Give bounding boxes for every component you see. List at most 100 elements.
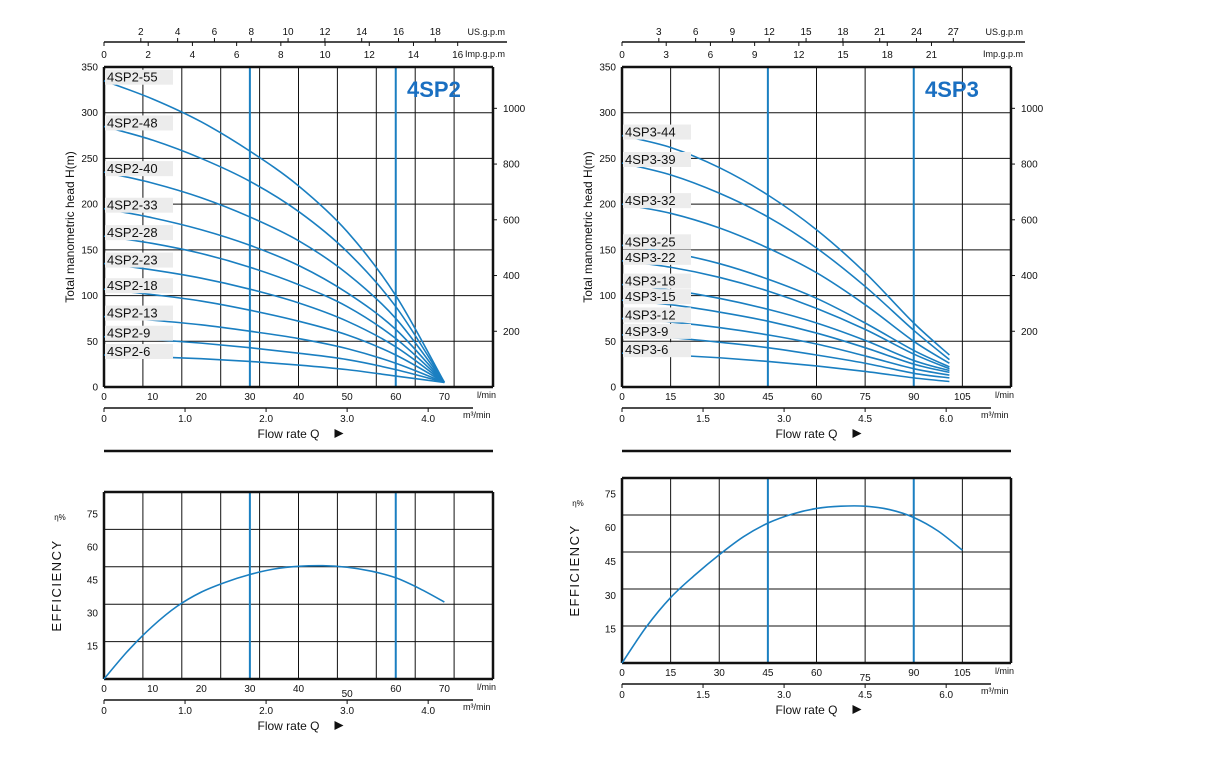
series-label-bg xyxy=(623,249,691,265)
impgpm-tick-label: 0 xyxy=(619,50,625,61)
x-tick-label: 40 xyxy=(293,392,305,403)
series-label: 4SP2-28 xyxy=(107,225,158,240)
y-tick-label: 250 xyxy=(599,154,616,165)
impgpm-tick-label: 3 xyxy=(663,50,669,61)
series-label: 4SP3-18 xyxy=(625,274,676,289)
series-label-bg xyxy=(105,225,173,241)
series-label-bg xyxy=(105,69,173,85)
feet-tick-label: 400 xyxy=(503,271,520,282)
y-tick-label: 15 xyxy=(605,625,617,636)
series-label-bg xyxy=(105,115,173,131)
x-tick-label: 50 xyxy=(342,689,354,700)
feet-tick-label: 200 xyxy=(503,327,520,338)
x-axis-label: Flow rate Q xyxy=(775,427,837,441)
y-tick-label: 300 xyxy=(599,108,616,119)
series-label: 4SP2-55 xyxy=(107,70,158,85)
m3min-tick-label: 0 xyxy=(101,414,107,425)
x-tick-label: 10 xyxy=(147,684,159,695)
efficiency-curve xyxy=(621,505,963,664)
head-curve-4sp3-22 xyxy=(621,260,950,370)
m3min-tick-label: 3.0 xyxy=(777,414,791,425)
impgpm-tick-label: 6 xyxy=(708,50,714,61)
y-unit-label: η% xyxy=(54,513,66,522)
x-tick-label: 30 xyxy=(244,392,256,403)
feet-tick-label: 800 xyxy=(1021,160,1038,171)
y-tick-label: 300 xyxy=(81,108,98,119)
x-axis-label: Flow rate Q xyxy=(257,719,319,733)
impgpm-tick-label: 9 xyxy=(752,50,758,61)
head-curve-4sp2-18 xyxy=(103,288,445,384)
play-arrow-icon xyxy=(334,429,344,438)
usgpm-tick-label: 12 xyxy=(319,27,331,38)
series-label: 4SP2-40 xyxy=(107,161,158,176)
head-curve-4sp2-33 xyxy=(103,207,445,383)
series-label: 4SP3-44 xyxy=(625,125,676,140)
x-tick-label: 45 xyxy=(762,668,774,679)
x-tick-label: 0 xyxy=(619,668,625,679)
y-tick-label: 45 xyxy=(87,576,99,587)
usgpm-tick-label: 15 xyxy=(801,27,813,38)
play-arrow-icon xyxy=(334,721,344,730)
m3min-tick-label: 1.0 xyxy=(178,414,192,425)
y-axis-label: Total manometric head H(m) xyxy=(63,151,77,302)
series-label-bg xyxy=(105,161,173,177)
m3min-unit-label: m³/min xyxy=(981,686,1009,696)
y-tick-label: 45 xyxy=(605,557,617,568)
play-arrow-icon xyxy=(852,705,862,714)
head-curve-4sp3-44 xyxy=(621,134,950,356)
m3min-tick-label: 4.5 xyxy=(858,414,872,425)
x-tick-label: 60 xyxy=(811,668,823,679)
series-label-bg xyxy=(623,152,691,167)
usgpm-tick-label: 14 xyxy=(356,27,368,38)
y-tick-label: 350 xyxy=(81,63,98,74)
series-label-bg xyxy=(623,234,691,250)
x-tick-label: 70 xyxy=(439,392,451,403)
y-tick-label: 75 xyxy=(605,489,617,500)
y-tick-label: 60 xyxy=(605,523,617,534)
x-axis-label: Flow rate Q xyxy=(257,427,319,441)
usgpm-tick-label: 27 xyxy=(948,27,960,38)
x-tick-label: 75 xyxy=(860,673,872,684)
head-curve-4sp3-15 xyxy=(621,299,950,374)
m3min-unit-label: m³/min xyxy=(463,410,491,420)
head-curve-4sp2-40 xyxy=(103,171,446,383)
m3min-tick-label: 0 xyxy=(619,414,625,425)
x-tick-label: 90 xyxy=(908,392,920,403)
x-tick-label: 60 xyxy=(390,392,402,403)
impgpm-tick-label: 0 xyxy=(101,50,107,61)
usgpm-tick-label: 4 xyxy=(175,27,181,38)
x-tick-label: 20 xyxy=(196,392,208,403)
x-tick-label: 20 xyxy=(196,684,208,695)
series-label: 4SP2-13 xyxy=(107,306,158,321)
series-label-bg xyxy=(105,278,173,294)
feet-tick-label: 800 xyxy=(503,160,520,171)
x-unit-label: l/min xyxy=(995,390,1014,400)
x-unit-label: l/min xyxy=(477,390,496,400)
x-tick-label: 0 xyxy=(101,392,107,403)
m3min-unit-label: m³/min xyxy=(981,410,1009,420)
series-label-bg xyxy=(623,124,691,140)
x-unit-label: l/min xyxy=(995,666,1014,676)
usgpm-tick-label: 12 xyxy=(764,27,776,38)
series-label: 4SP2-33 xyxy=(107,198,158,213)
y-tick-label: 100 xyxy=(81,291,98,302)
x-tick-label: 40 xyxy=(293,684,305,695)
x-tick-label: 60 xyxy=(811,392,823,403)
x-tick-label: 10 xyxy=(147,392,159,403)
usgpm-tick-label: 21 xyxy=(874,27,886,38)
chart-4sp3-efficiency: 15 30 45 60 75 EFFICIENCY η% 0 15 30 45 60 75 90 105 l/… xyxy=(567,476,1014,717)
series-label: 4SP3-9 xyxy=(625,324,668,339)
series-label-bg xyxy=(623,289,691,305)
usgpm-tick-label: 9 xyxy=(730,27,736,38)
series-label: 4SP3-6 xyxy=(625,342,668,357)
series-label-bg xyxy=(623,342,691,358)
impgpm-tick-label: 2 xyxy=(145,50,151,61)
head-curve-4sp3-12 xyxy=(621,317,950,376)
x-tick-label: 15 xyxy=(665,392,677,403)
head-curve-4sp2-13 xyxy=(103,315,445,384)
m3min-tick-label: 6.0 xyxy=(939,690,953,701)
usgpm-tick-label: 16 xyxy=(393,27,405,38)
feet-tick-label: 400 xyxy=(1021,271,1038,282)
impgpm-unit-label: Imp.g.p.m xyxy=(465,49,505,59)
